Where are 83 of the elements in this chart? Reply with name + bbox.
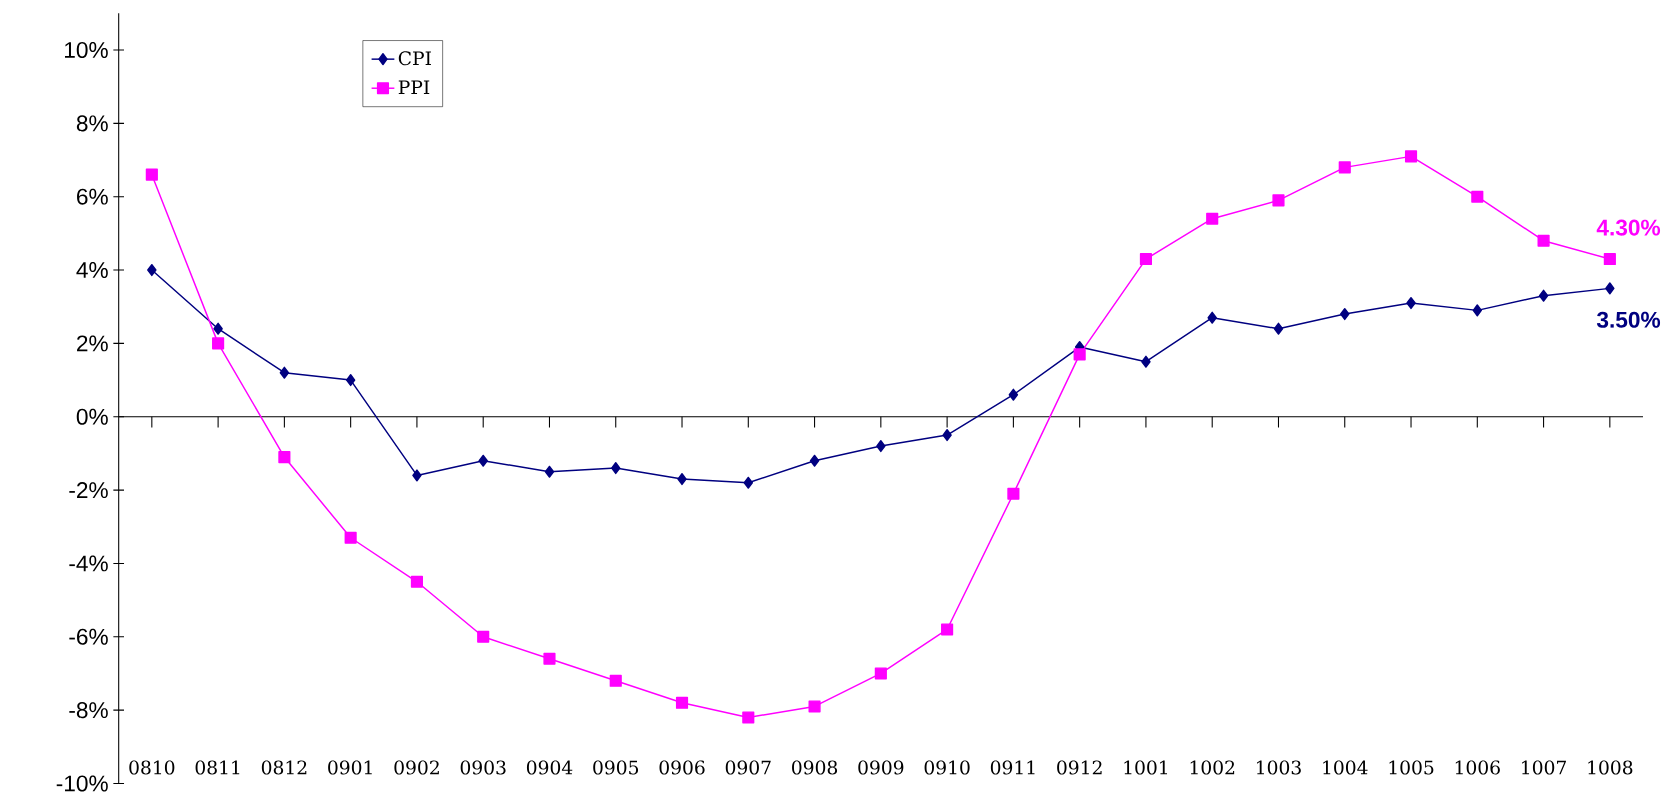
y-tick-label: 6% (77, 188, 108, 205)
point (412, 469, 422, 482)
point (1008, 388, 1019, 401)
y-tick-label: -10% (56, 775, 108, 792)
x-tick-label: 0904 (526, 760, 573, 775)
point (1605, 282, 1615, 295)
x-tick-label: 0909 (858, 760, 904, 775)
point (1538, 289, 1549, 302)
point (809, 454, 820, 467)
point (611, 462, 621, 475)
y-tick-label: -2% (69, 482, 108, 499)
y-tick-label: -6% (69, 628, 108, 645)
point (942, 429, 952, 442)
x-tick-label: 0903 (460, 760, 506, 775)
x-tick-label: 0905 (593, 760, 639, 775)
y-tick-label: 0% (76, 408, 108, 425)
point (742, 711, 755, 724)
point (677, 473, 687, 486)
y-tick-label: 10% (65, 41, 108, 59)
point (1007, 487, 1020, 500)
annotation: 4.30% (1596, 219, 1661, 236)
x-tick-label: 1001 (1124, 760, 1168, 775)
x-tick-label: 0902 (394, 760, 439, 775)
point (874, 667, 887, 680)
point (1537, 234, 1550, 247)
x-tick-label: 1004 (1323, 760, 1368, 775)
point (1404, 150, 1418, 163)
x-tick-label: 0910 (924, 760, 970, 775)
point (147, 263, 157, 277)
point (1272, 194, 1285, 207)
point (1206, 212, 1219, 225)
point (1472, 304, 1483, 317)
point (675, 696, 689, 709)
point (145, 168, 158, 181)
point (478, 454, 488, 467)
point (1340, 307, 1350, 321)
x-tick-label: 0810 (129, 760, 175, 775)
point (1406, 296, 1416, 310)
point (941, 623, 954, 636)
point (213, 322, 223, 335)
point (743, 476, 754, 489)
x-tick-label: 0912 (1057, 760, 1102, 775)
point (1139, 252, 1153, 266)
x-tick-label: 0906 (659, 760, 705, 775)
x-tick-label: 1003 (1257, 760, 1301, 775)
y-tick-label: -8% (69, 702, 108, 719)
y-tick-label: 2% (77, 335, 108, 352)
point (609, 674, 622, 687)
x-tick-label: 0812 (261, 760, 307, 775)
point (544, 465, 555, 478)
x-tick-label: 1007 (1522, 760, 1566, 775)
x-tick-label: 0901 (328, 760, 372, 775)
x-tick-label: 0908 (792, 760, 838, 775)
point (477, 630, 490, 643)
x-tick-label: 1008 (1588, 760, 1633, 775)
point (278, 451, 291, 464)
point (1273, 322, 1284, 335)
x-tick-label: 0811 (195, 760, 240, 775)
x-tick-label: 1005 (1389, 760, 1434, 775)
point (808, 700, 821, 713)
point (1207, 311, 1217, 324)
point (543, 652, 556, 665)
y-tick-label: 8% (76, 115, 108, 132)
y-tick-label: 4% (76, 262, 108, 278)
legend-label: CPI (398, 51, 431, 66)
point (1603, 252, 1616, 266)
legend-label: PPI (398, 80, 430, 95)
y-tick-label: -4% (69, 555, 108, 572)
point (344, 531, 357, 544)
x-tick-label: 0911 (990, 760, 1035, 775)
point (345, 374, 356, 387)
point (212, 337, 225, 350)
point (1141, 355, 1151, 368)
point (876, 440, 886, 453)
annotation: 3.50% (1596, 311, 1661, 328)
x-tick-label: 0907 (725, 760, 771, 775)
point (1471, 190, 1484, 203)
point (279, 366, 290, 379)
x-tick-label: 1002 (1190, 760, 1235, 775)
point (1338, 161, 1351, 174)
point (1073, 348, 1086, 361)
point (410, 575, 423, 588)
x-tick-label: 1006 (1455, 760, 1500, 775)
